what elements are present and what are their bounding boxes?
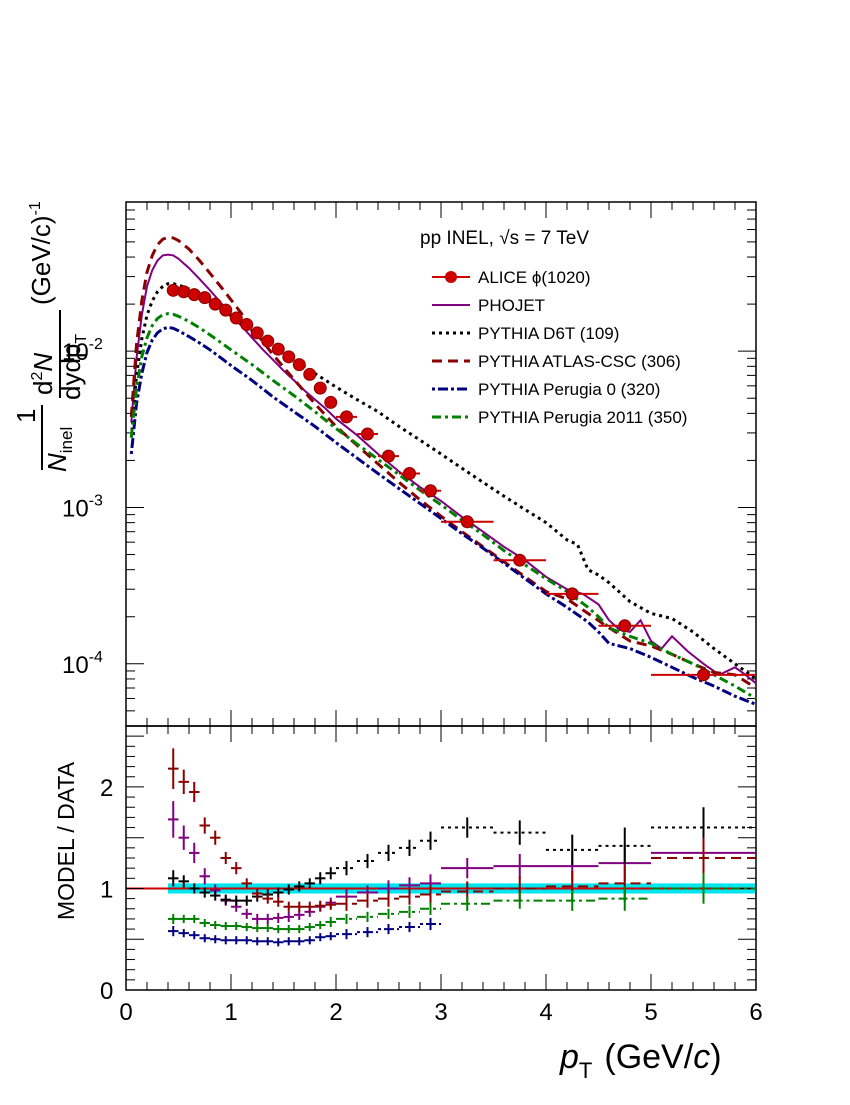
data-point — [403, 466, 416, 480]
ratio-y-tick-labels: 0 1 2 — [100, 775, 113, 1005]
spectrum-data-points — [166, 283, 756, 682]
x-tick-label: 6 — [749, 999, 762, 1026]
spectrum-y-axis-label: 1 Ninel d2N dydpT (GeV/c)-1 — [11, 201, 90, 472]
legend-swatch-marker — [445, 271, 457, 283]
data-point — [229, 311, 243, 325]
spectrum-ticks — [125, 201, 757, 727]
legend-entry: PHOJET — [432, 296, 545, 315]
data-point — [618, 619, 632, 633]
ratio-series-group — [168, 801, 756, 924]
y-tick-label: 10-2 — [62, 336, 103, 366]
ratio-series-group — [168, 917, 441, 947]
data-point — [340, 410, 353, 424]
y-tick-label: 10-4 — [62, 649, 103, 679]
y-tick-label: 0 — [100, 978, 113, 1005]
ratio-series-group — [168, 873, 756, 934]
legend-entries: ALICE ϕ(1020) PHOJET PYTHIA D6T (109) PYTHI… — [432, 268, 687, 427]
data-point — [565, 587, 579, 601]
legend: pp INEL, √s = 7 TeV ALICE ϕ(1020) PHOJET P… — [420, 228, 687, 427]
x-tick-label: 4 — [539, 999, 552, 1026]
data-point — [324, 395, 338, 409]
y-tick-label: 10-3 — [62, 492, 103, 522]
data-point — [303, 367, 317, 381]
y-label-fraction-numerator: 1 — [11, 409, 41, 423]
data-point — [219, 303, 233, 317]
x-tick-label: 3 — [434, 999, 447, 1026]
legend-label: PHOJET — [478, 296, 545, 315]
data-point — [208, 297, 222, 311]
legend-title: pp INEL, √s = 7 TeV — [420, 228, 589, 249]
data-point — [271, 342, 285, 356]
legend-label: PYTHIA ATLAS-CSC (306) — [478, 352, 681, 371]
y-tick-label: 2 — [100, 775, 113, 802]
ratio-series-group — [168, 807, 756, 906]
spectrum-y-tick-labels: 10-2 10-3 10-4 — [62, 336, 103, 679]
legend-entry: PYTHIA ATLAS-CSC (306) — [432, 352, 681, 371]
legend-entry: PYTHIA D6T (109) — [432, 324, 619, 343]
legend-label: ALICE ϕ(1020) — [478, 268, 591, 287]
legend-label: PYTHIA Perugia 2011 (350) — [478, 408, 687, 427]
data-point — [313, 381, 327, 395]
data-point — [424, 484, 437, 498]
data-point — [513, 553, 527, 567]
data-point — [697, 668, 710, 682]
data-point — [250, 326, 264, 340]
x-tick-labels: 0 1 2 3 4 5 6 — [119, 999, 762, 1026]
model-curve — [129, 235, 757, 690]
legend-label: PYTHIA Perugia 0 (320) — [478, 380, 660, 399]
model-curve — [129, 312, 757, 700]
spectrum-model-curves — [129, 235, 757, 706]
data-point — [460, 515, 474, 529]
model-curve — [130, 253, 757, 685]
x-tick-label: 0 — [119, 999, 132, 1026]
data-point — [282, 350, 296, 364]
model-curve — [129, 325, 757, 706]
y-label-derivative-denominator: dydpT — [56, 334, 90, 400]
data-point — [261, 334, 275, 348]
legend-label: PYTHIA D6T (109) — [478, 324, 619, 343]
model-curve — [129, 282, 757, 681]
y-tick-label: 1 — [100, 876, 113, 903]
y-label-derivative: d2N — [28, 353, 58, 395]
x-tick-label: 2 — [329, 999, 342, 1026]
data-point — [382, 449, 395, 463]
data-point — [361, 427, 374, 441]
ratio-y-axis-label: MODEL / DATA — [53, 761, 79, 920]
spectrum-panel: 10-2 10-3 10-4 pp INEL, √s = 7 TeV ALICE ϕ… — [11, 201, 757, 727]
data-point — [292, 358, 306, 372]
legend-entry: PYTHIA Perugia 0 (320) — [432, 380, 660, 399]
ratio-series — [168, 748, 756, 947]
data-point — [240, 318, 254, 332]
legend-entry: PYTHIA Perugia 2011 (350) — [432, 408, 687, 427]
x-tick-label: 1 — [224, 999, 237, 1026]
x-axis-label: pT (GeV/c) — [559, 1038, 722, 1083]
y-label-fraction-denominator: Ninel — [42, 427, 76, 472]
ratio-panel: 0 1 2 0 1 2 3 4 5 6 MODEL / DATA pT (GeV/c) — [53, 725, 763, 1083]
x-tick-label: 5 — [644, 999, 657, 1026]
y-label-inel-subscript: inel — [57, 427, 76, 453]
data-point — [198, 291, 212, 305]
legend-entry: ALICE ϕ(1020) — [432, 268, 591, 287]
y-label-unit: (GeV/c)-1 — [26, 201, 56, 305]
